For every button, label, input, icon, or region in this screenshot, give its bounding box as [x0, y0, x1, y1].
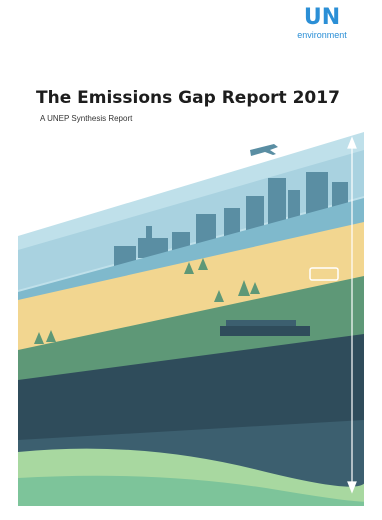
- cover-illustration: [18, 132, 364, 506]
- tree-icons: [34, 258, 260, 344]
- logo-un-text: UN: [303, 5, 341, 30]
- truck-icon: [309, 267, 339, 281]
- farmland-band: [18, 222, 364, 356]
- ship-icon: [220, 326, 310, 336]
- un-environment-logo: UN environment: [290, 6, 354, 46]
- grassland-band: [18, 276, 364, 382]
- report-cover: UN environment The Emissions Gap Report …: [18, 0, 364, 506]
- meadow-lower: [18, 475, 364, 506]
- logo-sub-text: environment: [297, 30, 347, 40]
- range-arrow-icon: [347, 136, 357, 494]
- report-subtitle: A UNEP Synthesis Report: [40, 114, 133, 123]
- report-title: The Emissions Gap Report 2017: [36, 88, 340, 108]
- plane-icon: [250, 144, 278, 156]
